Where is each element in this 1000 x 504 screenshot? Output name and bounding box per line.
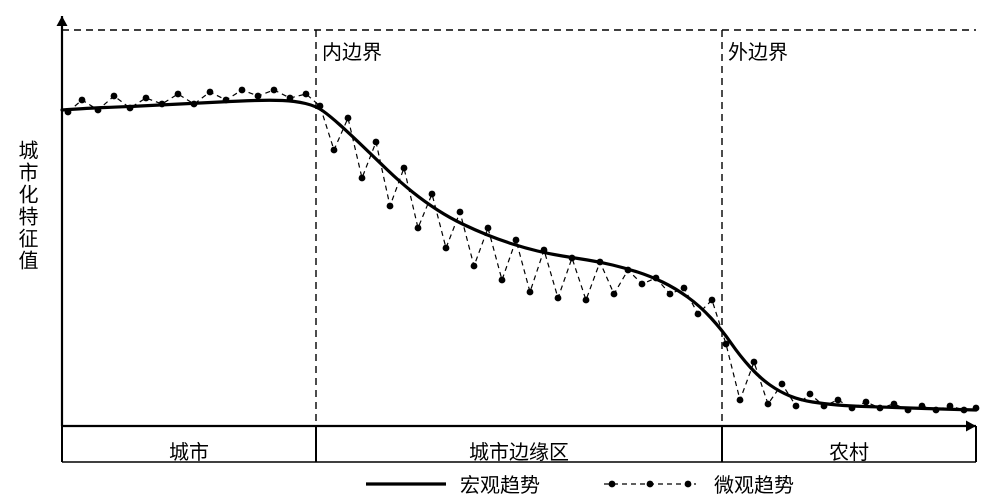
boundary-label: 外边界	[728, 36, 788, 65]
y-axis-label: 城市化特征值	[12, 140, 41, 272]
legend-macro-label: 宏观趋势	[460, 469, 540, 498]
region-label: 城市	[129, 436, 249, 465]
legend-macro: 宏观趋势	[366, 469, 540, 498]
legend-micro: 微观趋势	[600, 469, 794, 498]
region-label: 农村	[789, 436, 909, 465]
legend-micro-icon	[600, 476, 700, 492]
boundary-label: 内边界	[322, 36, 382, 65]
chart-svg	[0, 0, 1000, 504]
legend-micro-label: 微观趋势	[714, 469, 794, 498]
legend: 宏观趋势 微观趋势	[200, 469, 960, 498]
legend-macro-icon	[366, 476, 446, 492]
region-label: 城市边缘区	[459, 436, 579, 465]
